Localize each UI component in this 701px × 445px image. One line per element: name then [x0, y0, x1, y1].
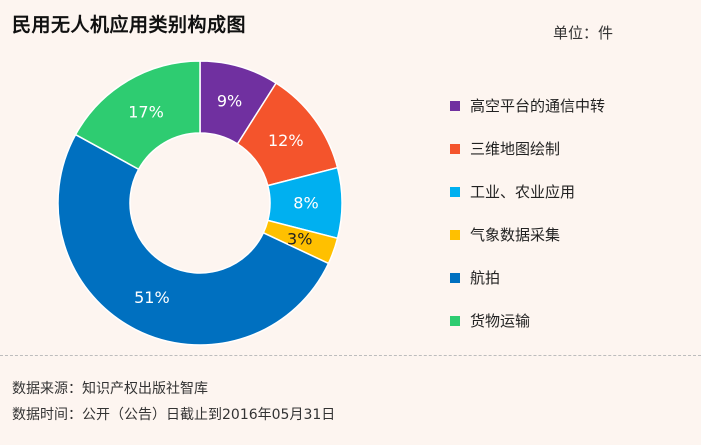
legend-item-5: 货物运输 [450, 299, 605, 342]
slice-5 [74, 60, 201, 171]
slice-label-0: 9% [217, 92, 242, 111]
legend-label: 货物运输 [470, 312, 531, 330]
unit-label: 单位：件 [553, 24, 614, 42]
legend-label: 航拍 [470, 269, 501, 287]
chart-title: 民用无人机应用类别构成图 [12, 14, 247, 36]
slice-4 [57, 133, 330, 346]
legend-item-4: 航拍 [450, 256, 605, 299]
legend-label: 三维地图绘制 [470, 140, 561, 158]
legend-label: 工业、农业应用 [470, 183, 576, 201]
legend-swatch [450, 100, 460, 111]
slice-label-3: 3% [287, 229, 312, 248]
legend-swatch [450, 272, 460, 283]
footer-divider [0, 355, 701, 356]
legend-item-3: 气象数据采集 [450, 213, 605, 256]
legend-item-1: 三维地图绘制 [450, 127, 605, 170]
donut-chart: 9% 12% 8% 3% 51% 17% [57, 60, 343, 346]
slice-label-2: 8% [293, 194, 318, 213]
slice-label-5: 17% [128, 102, 164, 121]
legend-swatch [450, 229, 460, 240]
legend-item-0: 高空平台的通信中转 [450, 84, 605, 127]
time-line: 数据时间：公开（公告）日截止到2016年05月31日 [12, 407, 336, 423]
source-note: 数据来源：知识产权出版社智库 数据时间：公开（公告）日截止到2016年05月31… [12, 376, 335, 428]
legend-label: 高空平台的通信中转 [470, 97, 606, 115]
source-line: 数据来源：知识产权出版社智库 [12, 381, 208, 397]
legend-swatch [450, 143, 460, 154]
legend-swatch [450, 315, 460, 326]
legend-swatch [450, 186, 460, 197]
legend-label: 气象数据采集 [470, 226, 561, 244]
legend-item-2: 工业、农业应用 [450, 170, 605, 213]
chart-legend: 高空平台的通信中转 三维地图绘制 工业、农业应用 气象数据采集 航拍货物运输 [450, 84, 605, 342]
slice-label-4: 51% [134, 288, 170, 307]
slice-label-1: 12% [268, 131, 304, 150]
